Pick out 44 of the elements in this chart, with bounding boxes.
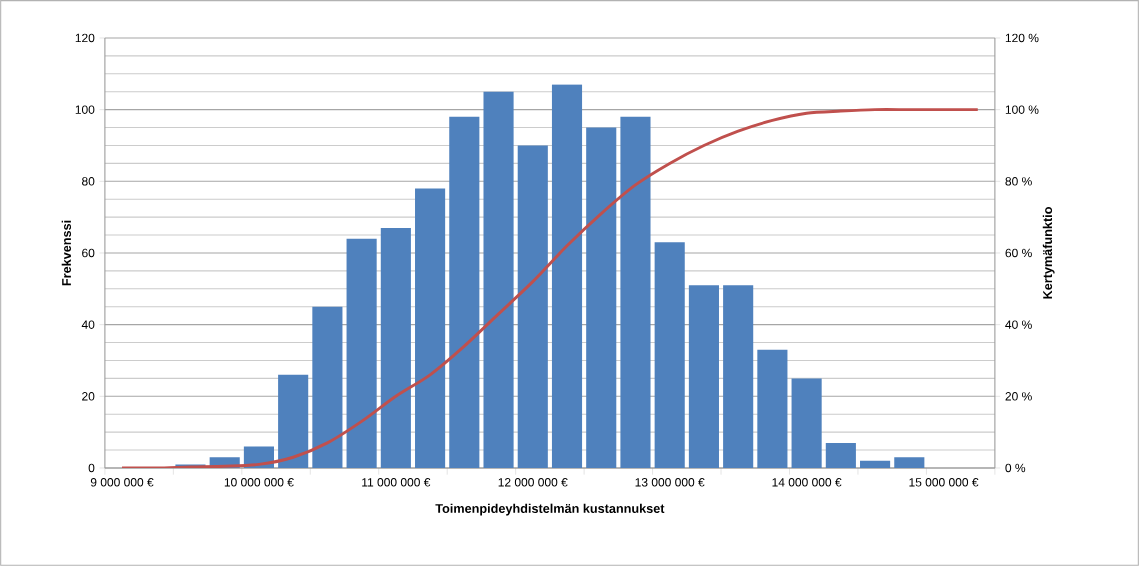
x-tick-label: 14 000 000 € (772, 478, 842, 487)
bar (380, 227, 411, 468)
line-series (120, 108, 980, 468)
x-axis-title: Toimenpideyhdistelmän kustannukset (435, 503, 665, 516)
bar (312, 306, 343, 468)
bar (586, 127, 617, 468)
bar (825, 442, 856, 468)
y2-axis-title: Kertymäfunktio (1042, 207, 1055, 299)
bar (688, 285, 719, 468)
bar (894, 457, 925, 468)
y2-tick-label: 80 % (1005, 177, 1032, 186)
bar (620, 116, 651, 468)
x-tick-label: 15 000 000 € (909, 478, 979, 487)
y-tick-label: 120 (75, 33, 95, 43)
bar (415, 188, 446, 468)
bar (517, 145, 548, 468)
y2-tick-label: 60 % (1005, 248, 1032, 258)
y-tick-label: 40 (81, 320, 95, 329)
bar (860, 460, 891, 468)
x-tick-label: 13 000 000 € (635, 478, 705, 487)
x-tick-label: 10 000 000 € (224, 478, 294, 487)
y2-tick-label: 40 % (1005, 320, 1032, 329)
y2-tick-label: 20 % (1005, 392, 1032, 401)
y-axis-title: Frekvenssi (61, 220, 72, 286)
y-tick-label: 0 (88, 463, 95, 473)
bar (791, 378, 822, 468)
y-tick-label: 80 (82, 177, 95, 186)
y-tick-label: 60 (82, 248, 95, 258)
y-tick-label: 20 (82, 392, 95, 401)
bar (483, 91, 514, 468)
bar (757, 349, 788, 468)
y2-tick-label: 100 % (1005, 105, 1039, 114)
bar (723, 285, 754, 468)
x-tick-label: 9 000 000 € (90, 478, 154, 487)
y2-tick-label: 0 % (1005, 463, 1026, 473)
bar (346, 238, 377, 468)
bar (654, 242, 685, 468)
bar (551, 84, 583, 468)
y-tick-label: 100 (75, 105, 95, 114)
x-tick-label: 11 000 000 € (362, 478, 431, 487)
y2-tick-label: 120 % (1005, 33, 1039, 43)
bar (449, 116, 480, 468)
x-tick-label: 12 000 000 € (498, 478, 568, 487)
bar (278, 374, 309, 468)
